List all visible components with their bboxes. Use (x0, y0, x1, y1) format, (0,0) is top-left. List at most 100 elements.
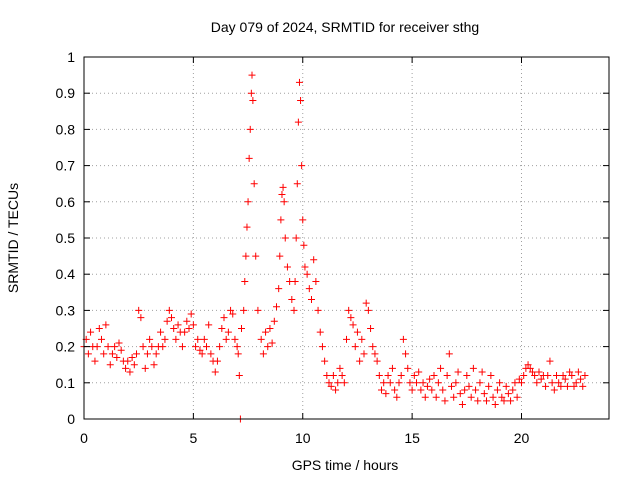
data-point (524, 361, 532, 369)
data-point (276, 252, 284, 260)
data-point (196, 346, 204, 354)
data-point (467, 393, 475, 401)
data-point (373, 357, 381, 365)
data-point (241, 277, 249, 285)
y-tick-label: 1 (67, 49, 75, 65)
data-point (113, 353, 121, 361)
data-point (278, 191, 286, 199)
data-point (498, 393, 506, 401)
x-tick-label: 15 (404, 430, 420, 446)
data-point (106, 361, 114, 369)
data-point (305, 285, 313, 293)
y-tick-label: 0.6 (56, 194, 76, 210)
data-point (553, 372, 560, 380)
data-point (293, 180, 301, 188)
data-point (511, 379, 519, 387)
y-tick-label: 0.8 (56, 121, 76, 137)
data-point (434, 379, 442, 387)
y-tick-label: 0.7 (56, 158, 76, 174)
x-tick-label: 20 (514, 430, 530, 446)
data-point (526, 364, 534, 372)
data-point (126, 368, 134, 376)
data-point (189, 321, 197, 329)
data-point (157, 328, 165, 336)
data-point (128, 353, 136, 361)
data-point (254, 306, 262, 314)
data-point (243, 223, 251, 231)
y-tick-label: 0.3 (56, 302, 76, 318)
data-point (325, 379, 333, 387)
data-point (300, 241, 308, 249)
data-point (334, 379, 342, 387)
data-point (299, 216, 307, 224)
data-point (546, 357, 554, 365)
data-point (439, 386, 447, 394)
data-points (80, 71, 589, 423)
data-point (518, 379, 525, 387)
data-point (408, 386, 416, 394)
data-point (245, 154, 253, 162)
data-point (203, 343, 210, 351)
data-point (413, 379, 420, 387)
data-point (452, 379, 460, 387)
data-point (301, 263, 309, 271)
data-point (294, 118, 302, 126)
data-point (557, 382, 565, 390)
data-point (426, 375, 434, 383)
data-point (371, 350, 379, 358)
data-point (108, 350, 116, 358)
data-point (143, 350, 151, 358)
data-point (428, 386, 436, 394)
data-point (566, 368, 574, 376)
data-point (528, 368, 536, 376)
data-point (233, 343, 241, 351)
data-point (450, 393, 458, 401)
data-point (465, 382, 473, 390)
data-point (515, 375, 523, 383)
data-point (130, 361, 138, 369)
data-point (211, 368, 219, 376)
data-point (252, 252, 260, 260)
data-point (535, 368, 543, 376)
data-point (421, 393, 429, 401)
data-point (312, 277, 320, 285)
data-point (262, 328, 270, 336)
data-point (500, 397, 508, 405)
data-point (327, 382, 335, 390)
y-tick-label: 0 (67, 411, 75, 427)
data-point (399, 335, 407, 343)
y-tick-label: 0.9 (56, 85, 76, 101)
data-point (458, 401, 466, 409)
data-point (520, 372, 528, 380)
data-point (111, 343, 119, 351)
data-point (207, 350, 215, 358)
data-point (249, 96, 257, 104)
data-point (303, 270, 311, 278)
grid (84, 57, 609, 419)
data-point (266, 325, 274, 332)
data-point (568, 372, 576, 380)
data-point (419, 379, 427, 387)
data-point (216, 343, 224, 351)
data-point (577, 375, 585, 383)
data-point (194, 335, 202, 343)
data-point (91, 357, 99, 365)
data-point (367, 325, 375, 332)
data-point (133, 350, 140, 358)
data-point (415, 368, 423, 376)
data-point (248, 71, 256, 79)
data-point (168, 314, 175, 322)
data-point (391, 386, 399, 394)
data-point (338, 372, 346, 380)
data-point (183, 317, 191, 325)
data-point (279, 183, 287, 191)
data-point (509, 386, 517, 394)
ticks: 00.10.20.30.40.50.60.70.80.910 5 10 15 20 (56, 49, 609, 446)
data-point (174, 321, 182, 329)
data-point (332, 386, 340, 394)
y-tick-label: 0.4 (56, 266, 76, 282)
data-point (537, 375, 545, 383)
data-point (205, 321, 213, 329)
data-point (165, 306, 173, 314)
data-point (310, 256, 318, 264)
